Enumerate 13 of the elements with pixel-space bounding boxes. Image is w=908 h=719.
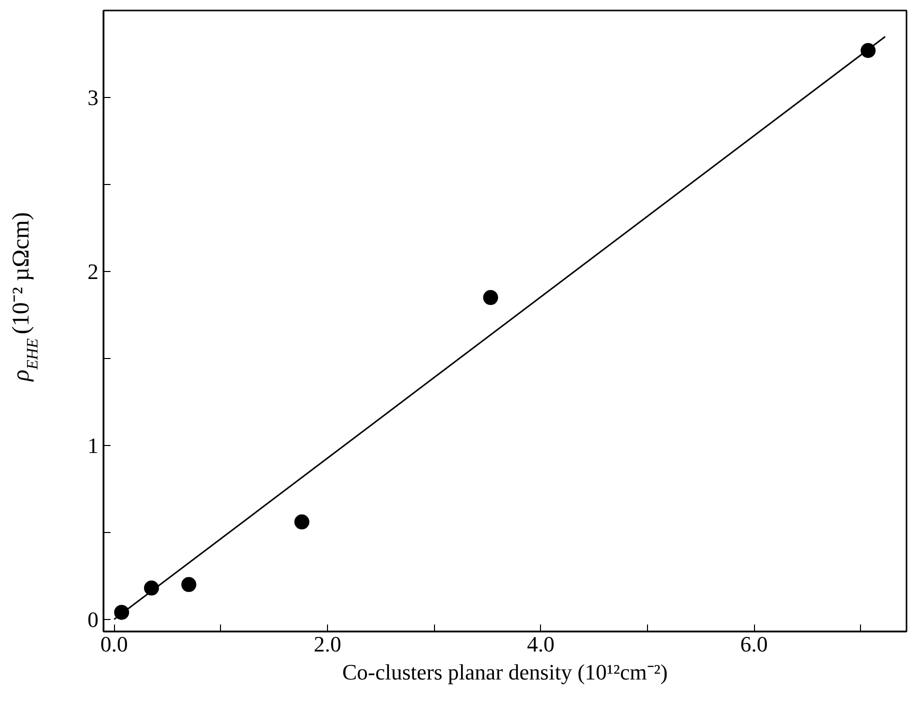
x-tick-label: 4.0 [526,632,554,656]
y-tick-label: 3 [88,84,98,110]
y-tick-label: 0 [88,606,98,632]
x-tick-label: 2.0 [314,632,342,656]
point [181,577,196,592]
y-axis-title: ρEHE (10⁻² µΩcm) [8,212,42,382]
x-tick-label: 0.0 [100,632,128,656]
y-tick-label: 2 [88,258,98,284]
x-axis-title: Co-clusters planar density (10¹²cm⁻²) [342,660,668,684]
y-tick-label: 1 [88,432,98,458]
point [483,290,498,306]
point [294,514,310,530]
x-tick-label: 6.0 [740,632,768,656]
